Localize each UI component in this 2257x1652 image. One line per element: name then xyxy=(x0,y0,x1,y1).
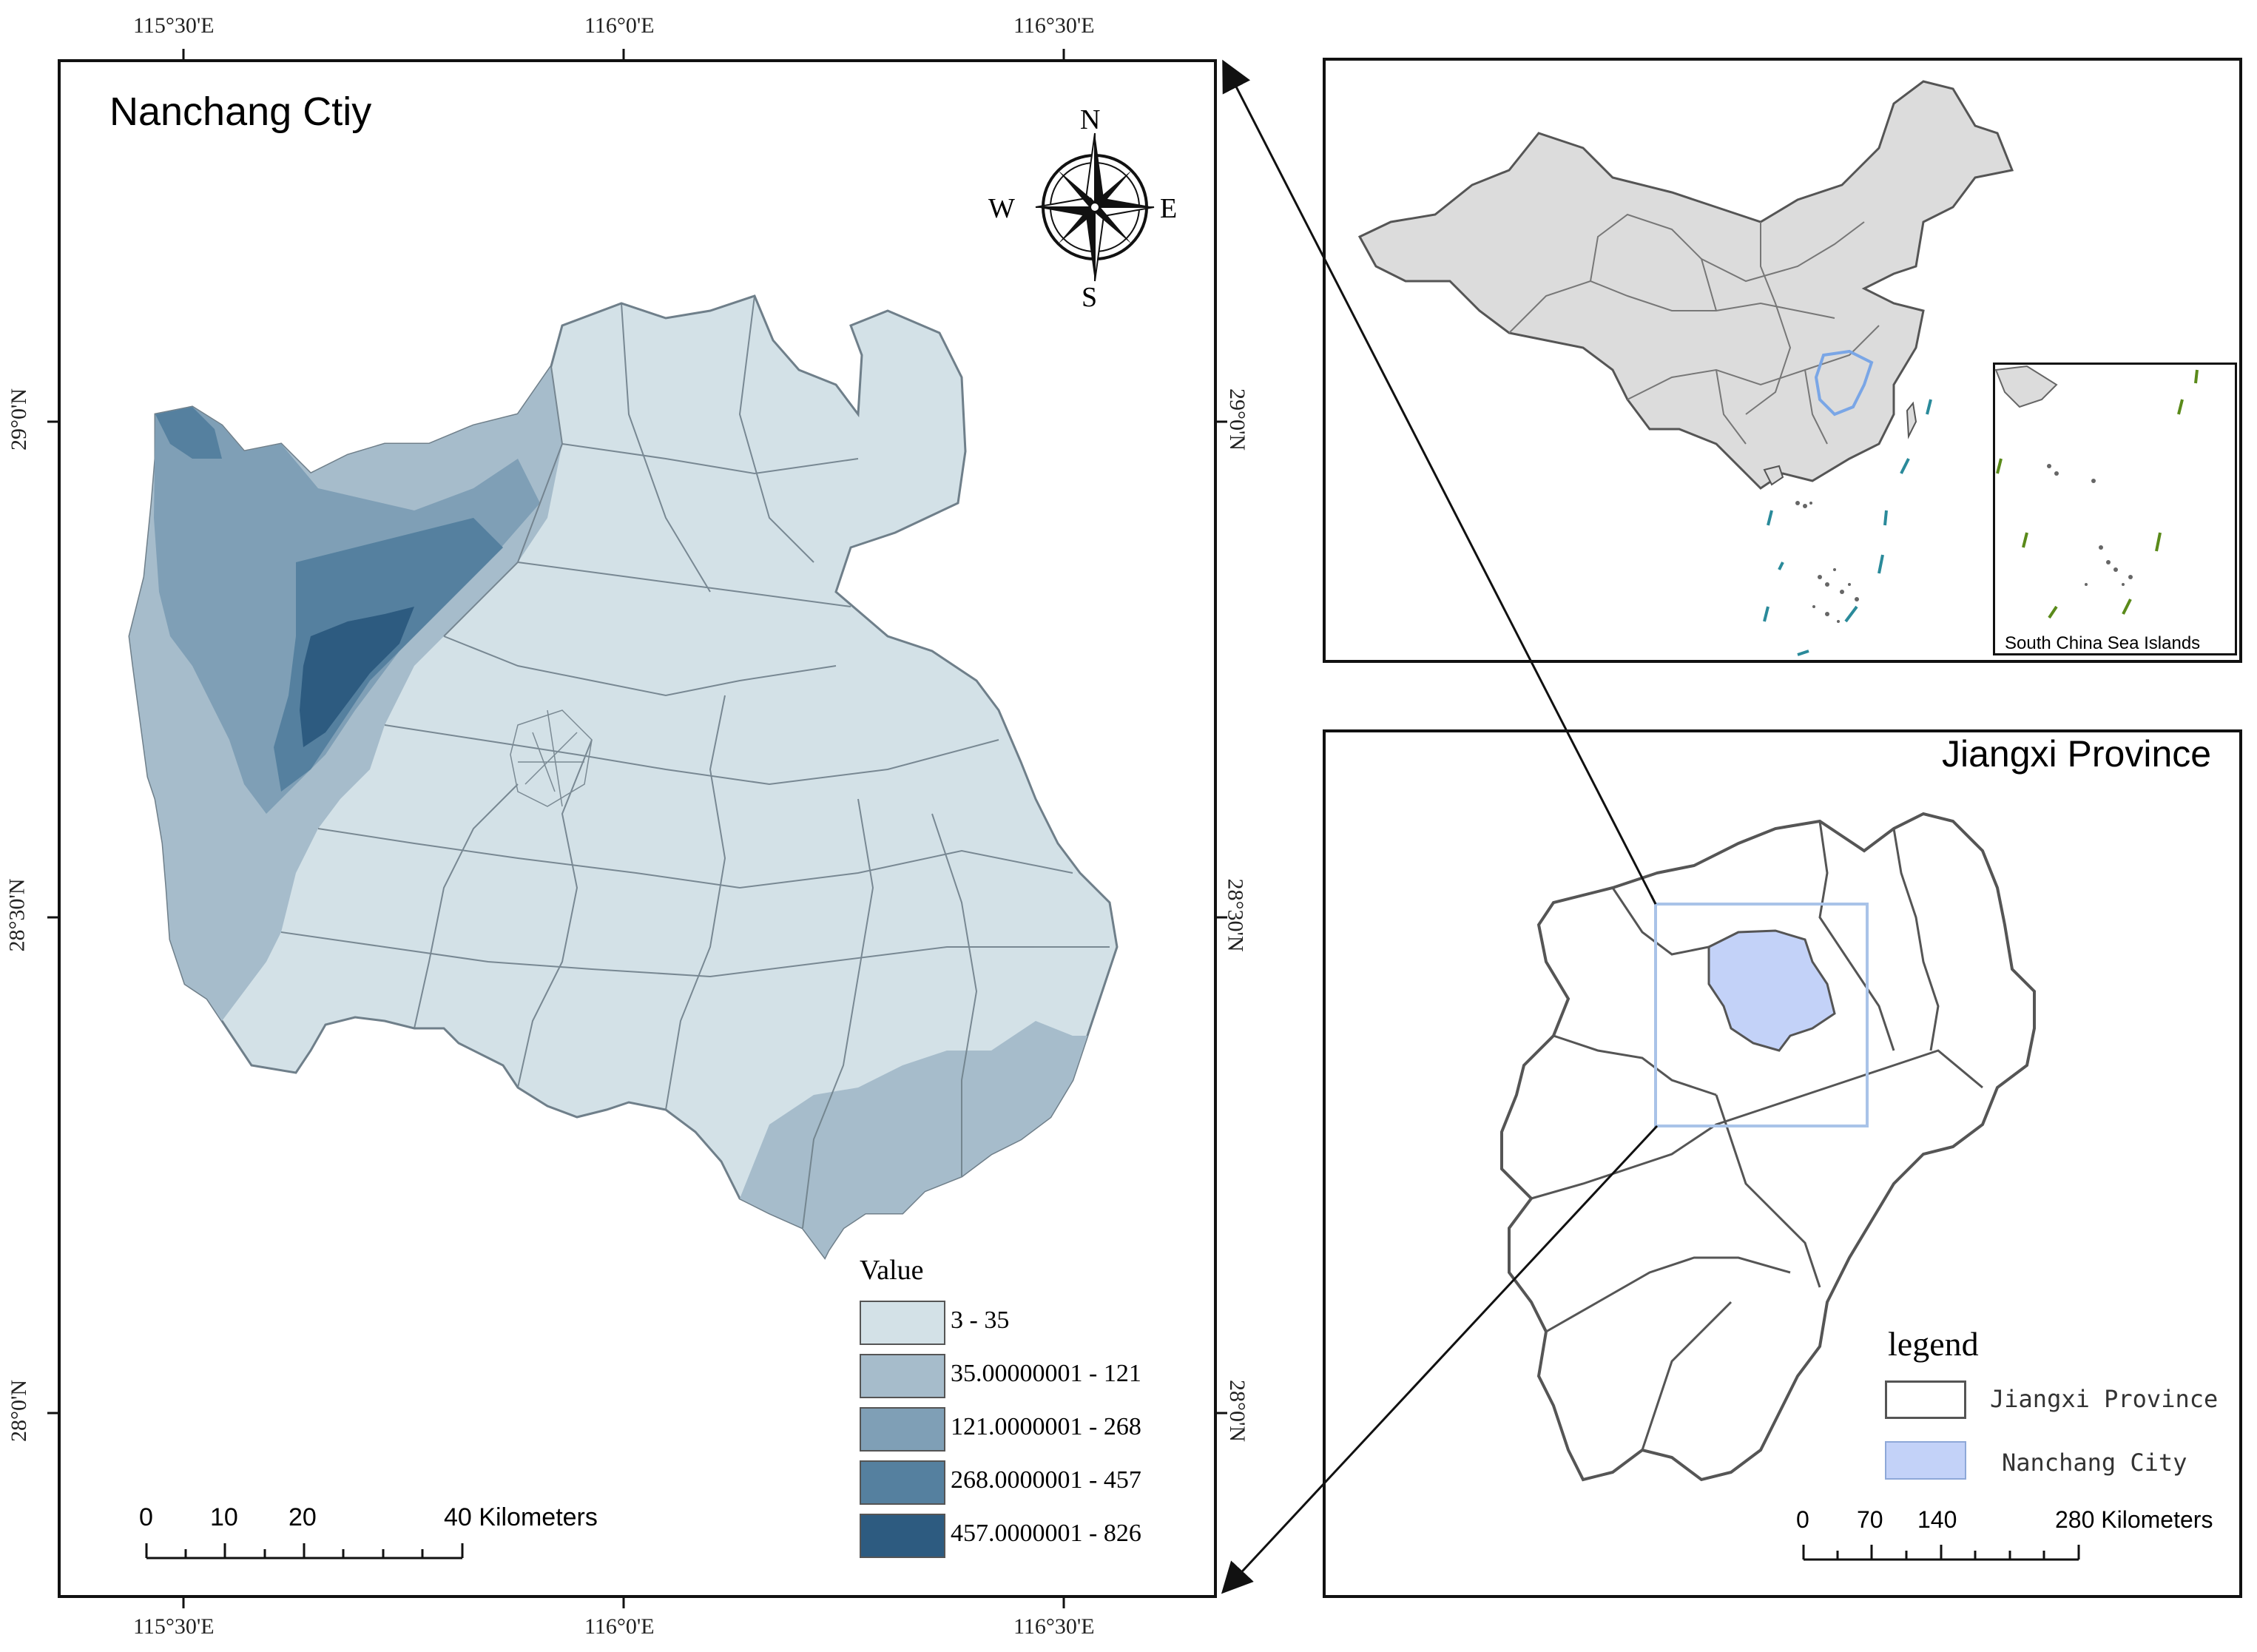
legend-swatch-1 xyxy=(860,1301,945,1345)
lon-tick-bottom-3: 116°30'E xyxy=(1013,1614,1095,1639)
jx-scalebar-label-70: 70 xyxy=(1857,1506,1883,1533)
south-sea-islands-dots xyxy=(1795,501,1859,623)
compass-s-label: S xyxy=(1082,282,1098,313)
nine-dash-line xyxy=(1763,399,1932,656)
legend-swatch-5 xyxy=(860,1514,945,1558)
nanchang-extent-box xyxy=(1654,903,1869,1127)
jx-scalebar-label-280: 280 Kilometers xyxy=(2055,1506,2213,1533)
legend-swatch-3 xyxy=(860,1407,945,1452)
taiwan-island xyxy=(1906,401,1917,439)
legend-swatch-4 xyxy=(860,1460,945,1505)
scalebar-label-40: 40 Kilometers xyxy=(444,1503,598,1531)
connector-arrow-top xyxy=(1222,59,1657,905)
legend-swatch-nanchang xyxy=(1885,1441,1966,1480)
jiangxi-outline xyxy=(1500,812,2036,1482)
legend-swatch-2 xyxy=(860,1354,945,1398)
elevation-band-2-south xyxy=(740,1021,1087,1258)
legend-swatch-jiangxi xyxy=(1885,1380,1966,1419)
nanchang-city-region xyxy=(1707,929,1836,1052)
legend-label-3: 121.0000001 - 268 xyxy=(951,1413,1141,1440)
legend-label-2: 35.00000001 - 121 xyxy=(951,1360,1141,1387)
legend-label-1: 3 - 35 xyxy=(951,1307,1010,1334)
compass-e-label: E xyxy=(1160,193,1178,224)
lon-tick-bottom-2: 116°0'E xyxy=(584,1614,655,1639)
scalebar-label-10: 10 xyxy=(210,1503,238,1531)
compass-rose-icon xyxy=(1035,132,1155,282)
jx-scalebar-label-0: 0 xyxy=(1796,1506,1809,1533)
urban-core-grid xyxy=(510,709,593,807)
jiangxi-highlight xyxy=(1814,349,1874,417)
legend-label-jiangxi: Jiangxi Province xyxy=(1990,1385,2219,1413)
scalebar-label-20: 20 xyxy=(289,1503,317,1531)
lon-tick-top-2: 116°0'E xyxy=(584,13,655,38)
township-boundaries xyxy=(280,295,1110,1229)
scalebar-label-0: 0 xyxy=(139,1503,153,1531)
lon-tick-top-1: 115°30'E xyxy=(133,13,215,38)
lon-tick-bottom-1: 115°30'E xyxy=(133,1614,215,1639)
main-map-title: Nanchang Ctiy xyxy=(109,90,372,134)
value-legend-title: Value xyxy=(860,1255,924,1286)
china-mainland xyxy=(1357,80,2014,490)
south-china-sea-label: South China Sea Islands xyxy=(2005,633,2201,653)
lon-tick-top-3: 116°30'E xyxy=(1013,13,1095,38)
legend-label-nanchang: Nanchang City xyxy=(2002,1449,2187,1477)
legend-label-4: 268.0000001 - 457 xyxy=(951,1466,1141,1494)
connector-arrow-bottom xyxy=(1221,1125,1659,1594)
elevation-band-4 xyxy=(155,407,503,792)
compass-w-label: W xyxy=(988,193,1015,224)
compass-n-label: N xyxy=(1080,104,1101,135)
jx-scalebar-label-140: 140 xyxy=(1917,1506,1957,1533)
jiangxi-inset-title: Jiangxi Province xyxy=(1942,733,2212,775)
legend-label-5: 457.0000001 - 826 xyxy=(951,1520,1141,1547)
south-china-sea-inset xyxy=(1993,363,2237,655)
hainan-island xyxy=(1763,465,1784,486)
jiangxi-legend-title: legend xyxy=(1888,1325,1979,1363)
elevation-band-5 xyxy=(300,607,414,747)
